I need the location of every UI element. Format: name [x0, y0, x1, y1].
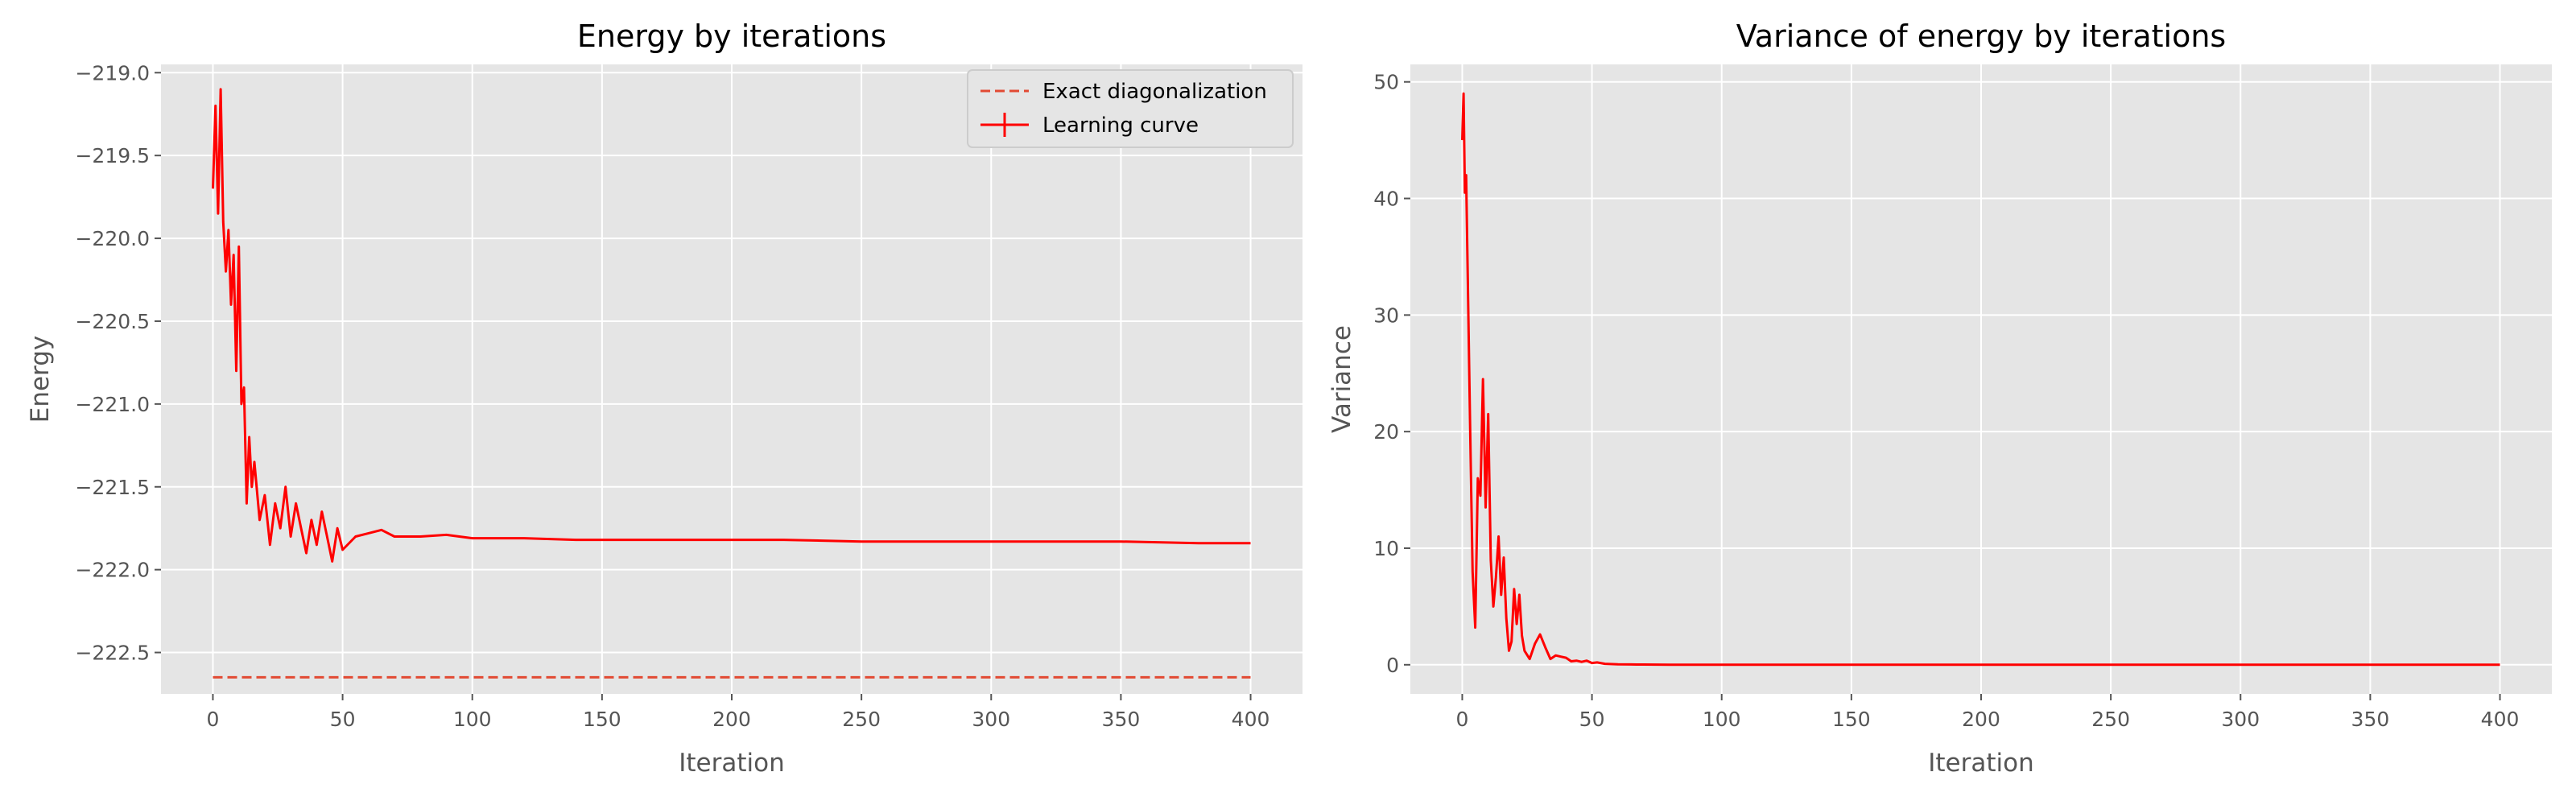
- energy-x-tick-label: 350: [1102, 708, 1141, 731]
- legend-box: [967, 69, 1294, 148]
- energy-x-tick-label: 0: [207, 708, 220, 731]
- energy-y-tick-label: −221.5: [75, 476, 150, 499]
- energy-series-line-learning: [212, 88, 1251, 563]
- variance-ticks: 0 50 100 150 200 250 300 350 400 0 10 20 30 40 50: [1373, 71, 2519, 731]
- variance-x-tick-label: 350: [2351, 708, 2390, 731]
- energy-x-tick-label: 400: [1232, 708, 1270, 731]
- energy-ticks: 0 50 100 150 200 250 300 350 400 −219.0 −219.5 −220…: [75, 61, 1269, 731]
- energy-chart-title: Energy by iterations: [577, 19, 886, 54]
- variance-panel: 0 50 100 150 200 250 300 350 400 0 10 20 30 40 50 Vari…: [1327, 19, 2552, 778]
- energy-y-tick-label: −220.5: [75, 310, 150, 333]
- variance-x-tick-label: 150: [1832, 708, 1871, 731]
- energy-x-tick-label: 250: [842, 708, 881, 731]
- variance-x-tick-label: 250: [2091, 708, 2130, 731]
- energy-y-tick-label: −222.0: [75, 559, 150, 582]
- energy-x-axis-label: Iteration: [679, 749, 785, 778]
- variance-y-tick-label: 10: [1373, 537, 1399, 560]
- energy-y-tick-label: −221.0: [75, 393, 150, 416]
- legend-label-exact: Exact diagonalization: [1042, 80, 1267, 104]
- energy-grid: [161, 64, 1302, 694]
- variance-x-axis-label: Iteration: [1928, 749, 2034, 778]
- energy-x-tick-label: 50: [330, 708, 356, 731]
- variance-x-tick-label: 0: [1456, 708, 1469, 731]
- energy-x-tick-label: 100: [453, 708, 492, 731]
- variance-x-tick-label: 300: [2221, 708, 2260, 731]
- variance-y-tick-label: 0: [1386, 654, 1399, 677]
- energy-legend: Exact diagonalization Learning curve: [967, 69, 1294, 148]
- energy-series: [212, 88, 1251, 679]
- variance-series: [1461, 92, 2500, 667]
- variance-x-tick-label: 100: [1703, 708, 1741, 731]
- variance-x-tick-label: 50: [1579, 708, 1605, 731]
- legend-label-learning: Learning curve: [1042, 114, 1199, 138]
- variance-y-tick-label: 40: [1373, 188, 1399, 211]
- energy-y-tick-label: −219.5: [75, 144, 150, 167]
- energy-panel: 0 50 100 150 200 250 300 350 400 −219.0 −219.5 −220…: [26, 19, 1302, 778]
- energy-x-tick-label: 150: [583, 708, 621, 731]
- variance-y-tick-label: 50: [1373, 71, 1399, 94]
- energy-y-axis-label: Energy: [26, 336, 55, 423]
- variance-chart-title: Variance of energy by iterations: [1736, 19, 2226, 54]
- energy-y-tick-label: −222.5: [75, 642, 150, 665]
- variance-series-line-variance: [1461, 92, 2500, 667]
- energy-x-tick-label: 200: [712, 708, 751, 731]
- energy-x-tick-label: 300: [972, 708, 1010, 731]
- variance-y-tick-label: 30: [1373, 303, 1399, 327]
- variance-y-tick-label: 20: [1373, 420, 1399, 444]
- variance-x-tick-label: 200: [1962, 708, 2000, 731]
- energy-y-tick-label: −220.0: [75, 227, 150, 250]
- variance-y-axis-label: Variance: [1327, 325, 1356, 433]
- variance-x-tick-label: 400: [2481, 708, 2520, 731]
- energy-y-tick-label: −219.0: [75, 61, 150, 85]
